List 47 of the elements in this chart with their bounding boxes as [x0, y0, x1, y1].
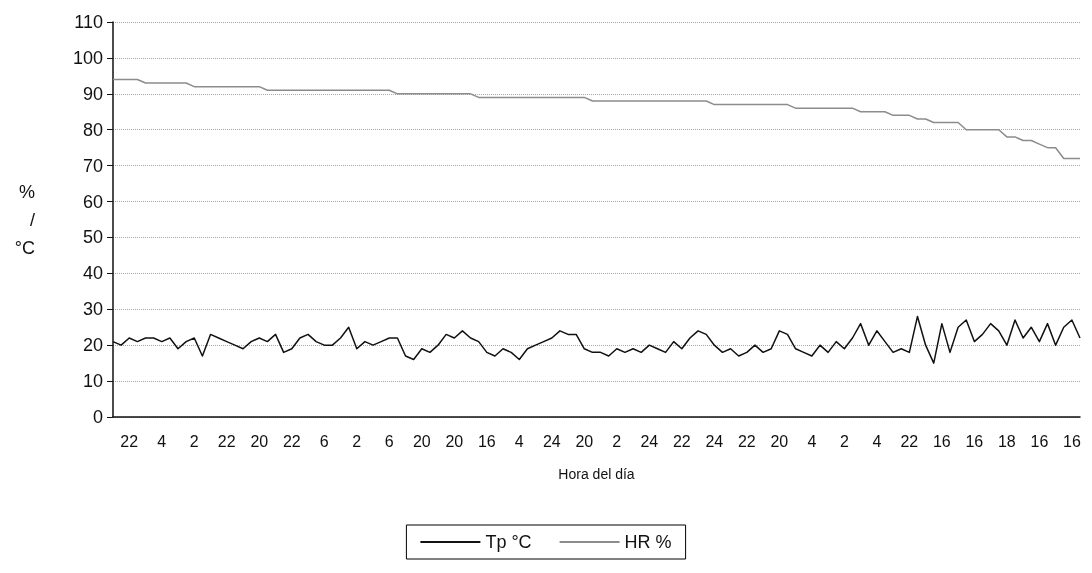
y-tick-label: 70 — [82, 155, 103, 176]
x-tick-label: 4 — [157, 432, 167, 450]
x-tick-label: 22 — [672, 432, 691, 450]
x-tick-label: 2 — [352, 432, 362, 450]
x-tick-label: 16 — [477, 432, 496, 450]
y-tick-label: 30 — [82, 299, 103, 320]
x-tick-label: 4 — [872, 432, 882, 450]
x-tick-label: 22 — [737, 432, 756, 450]
x-tick-label: 16 — [1062, 432, 1081, 450]
y-tick-label: 40 — [82, 263, 103, 284]
x-tick-label: 16 — [965, 432, 984, 450]
x-tick-label: 6 — [384, 432, 394, 450]
x-tick-label: 24 — [640, 432, 659, 450]
x-tick-label: 22 — [217, 432, 236, 450]
x-tick-label: 20 — [770, 432, 789, 450]
y-tick-label: 80 — [82, 119, 103, 140]
x-tick-label: 22 — [900, 432, 919, 450]
y-tick-label: 100 — [72, 47, 103, 68]
legend-label: Tp °C — [485, 532, 532, 552]
y-tick-label: 50 — [82, 227, 103, 248]
x-tick-label: 6 — [319, 432, 329, 450]
x-tick-label: 18 — [997, 432, 1016, 450]
x-axis-title: Hora del día — [558, 466, 635, 482]
x-tick-label: 2 — [612, 432, 622, 450]
x-tick-label: 2 — [839, 432, 849, 450]
y-tick-label: 60 — [82, 191, 103, 212]
x-tick-label: 20 — [250, 432, 269, 450]
x-tick-label: 20 — [575, 432, 594, 450]
y-axis-title: % / °C — [14, 181, 35, 258]
y-tick-label: 90 — [82, 83, 103, 104]
x-tick-label: 4 — [807, 432, 817, 450]
x-tick-label: 16 — [1030, 432, 1049, 450]
x-tick-label: 16 — [932, 432, 951, 450]
line-series — [112, 78, 1081, 160]
y-tick-label: 10 — [82, 371, 103, 392]
y-tick-label: 110 — [74, 12, 103, 32]
x-tick-label: 20 — [412, 432, 431, 450]
legend-label: HR % — [624, 532, 672, 552]
x-tick-label: 22 — [282, 432, 301, 450]
x-tick-label: 22 — [120, 432, 139, 450]
x-tick-label: 24 — [705, 432, 724, 450]
y-tick-label: 20 — [82, 335, 103, 356]
x-tick-label: 20 — [445, 432, 464, 450]
x-tick-label: 24 — [542, 432, 561, 450]
x-tick-label: 2 — [189, 432, 199, 450]
x-tick-label: 4 — [514, 432, 524, 450]
y-tick-label: 0 — [92, 407, 103, 427]
